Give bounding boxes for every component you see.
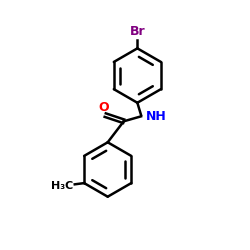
Text: O: O: [98, 101, 108, 114]
Text: NH: NH: [146, 110, 167, 123]
Text: H₃C: H₃C: [51, 180, 74, 190]
Text: Br: Br: [130, 25, 145, 38]
